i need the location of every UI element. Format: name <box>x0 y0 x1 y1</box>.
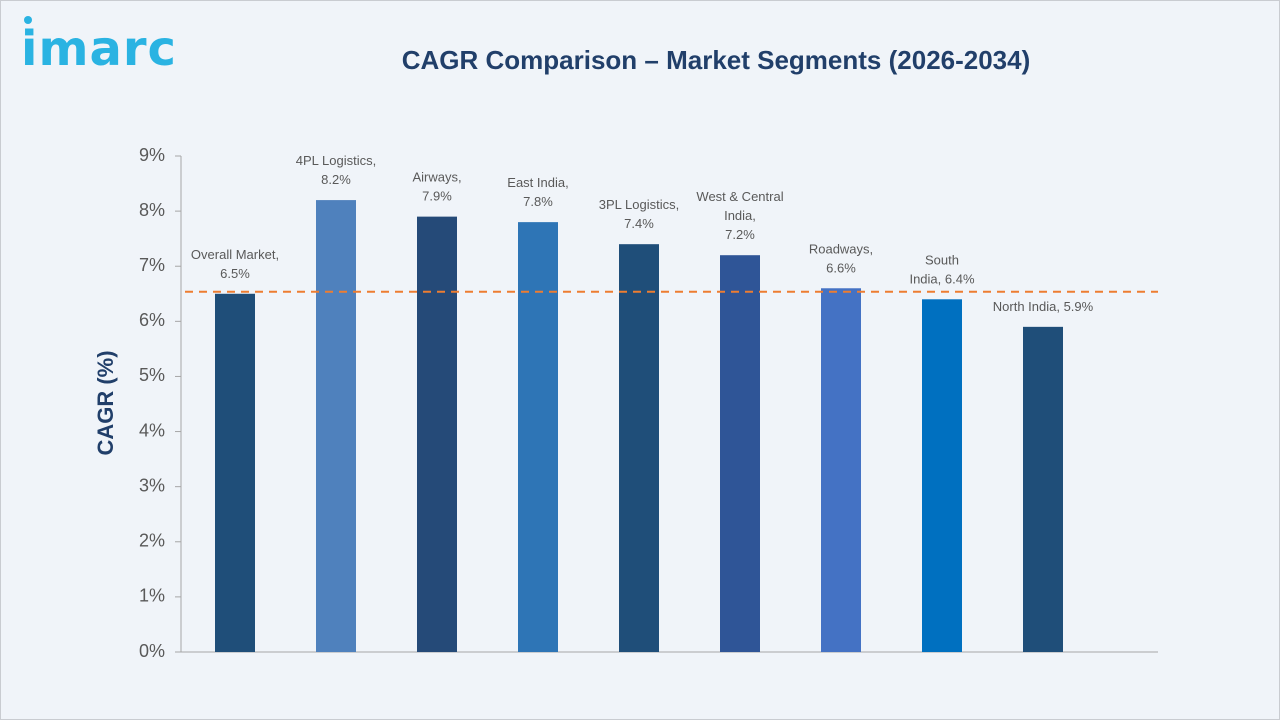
imarc-logo: imarc <box>21 16 177 73</box>
bar <box>1023 326 1063 652</box>
bar-data-label: 7.4% <box>624 216 654 231</box>
bar-data-label: North India, 5.9% <box>993 299 1094 314</box>
bar-data-label: 6.5% <box>220 266 250 281</box>
bar-data-label: India, <box>724 208 756 223</box>
y-tick-label: 5% <box>139 365 165 385</box>
bar-data-label: 7.2% <box>725 227 755 242</box>
bar <box>316 200 356 653</box>
bar-data-label: East India, <box>507 175 568 190</box>
y-tick-label: 6% <box>139 310 165 330</box>
y-tick-label: 2% <box>139 531 165 551</box>
bar <box>417 216 457 652</box>
bar-data-label: 7.9% <box>422 189 452 204</box>
y-tick-label: 9% <box>139 145 165 165</box>
bar-data-label: 6.6% <box>826 260 856 275</box>
bar-data-label: Roadways, <box>809 241 873 256</box>
bar <box>619 244 659 652</box>
bar-data-label: Overall Market, <box>191 247 279 262</box>
chart-title: CAGR Comparison – Market Segments (2026-… <box>401 45 1031 75</box>
y-tick-label: 8% <box>139 200 165 220</box>
bar-data-label: India, 6.4% <box>909 271 974 286</box>
bar-data-label: West & Central <box>696 189 783 204</box>
y-tick-label: 7% <box>139 255 165 275</box>
bar-data-label: 8.2% <box>321 172 351 187</box>
logo-text: imarc <box>21 21 177 77</box>
bar-data-label: 7.8% <box>523 194 553 209</box>
y-axis-title: CAGR (%) <box>93 350 118 455</box>
y-tick-label: 3% <box>139 475 165 495</box>
bar <box>518 222 558 652</box>
bar <box>215 293 255 652</box>
bar <box>922 299 962 652</box>
bar-data-label: South <box>925 252 959 267</box>
y-tick-label: 4% <box>139 420 165 440</box>
bar <box>821 288 861 652</box>
bar-data-label: 3PL Logistics, <box>599 197 679 212</box>
y-tick-label: 1% <box>139 586 165 606</box>
logo-dot <box>24 16 32 24</box>
bar <box>720 255 760 652</box>
bar-data-label: 4PL Logistics, <box>296 153 376 168</box>
y-tick-label: 0% <box>139 641 165 661</box>
bar-data-label: Airways, <box>412 170 461 185</box>
